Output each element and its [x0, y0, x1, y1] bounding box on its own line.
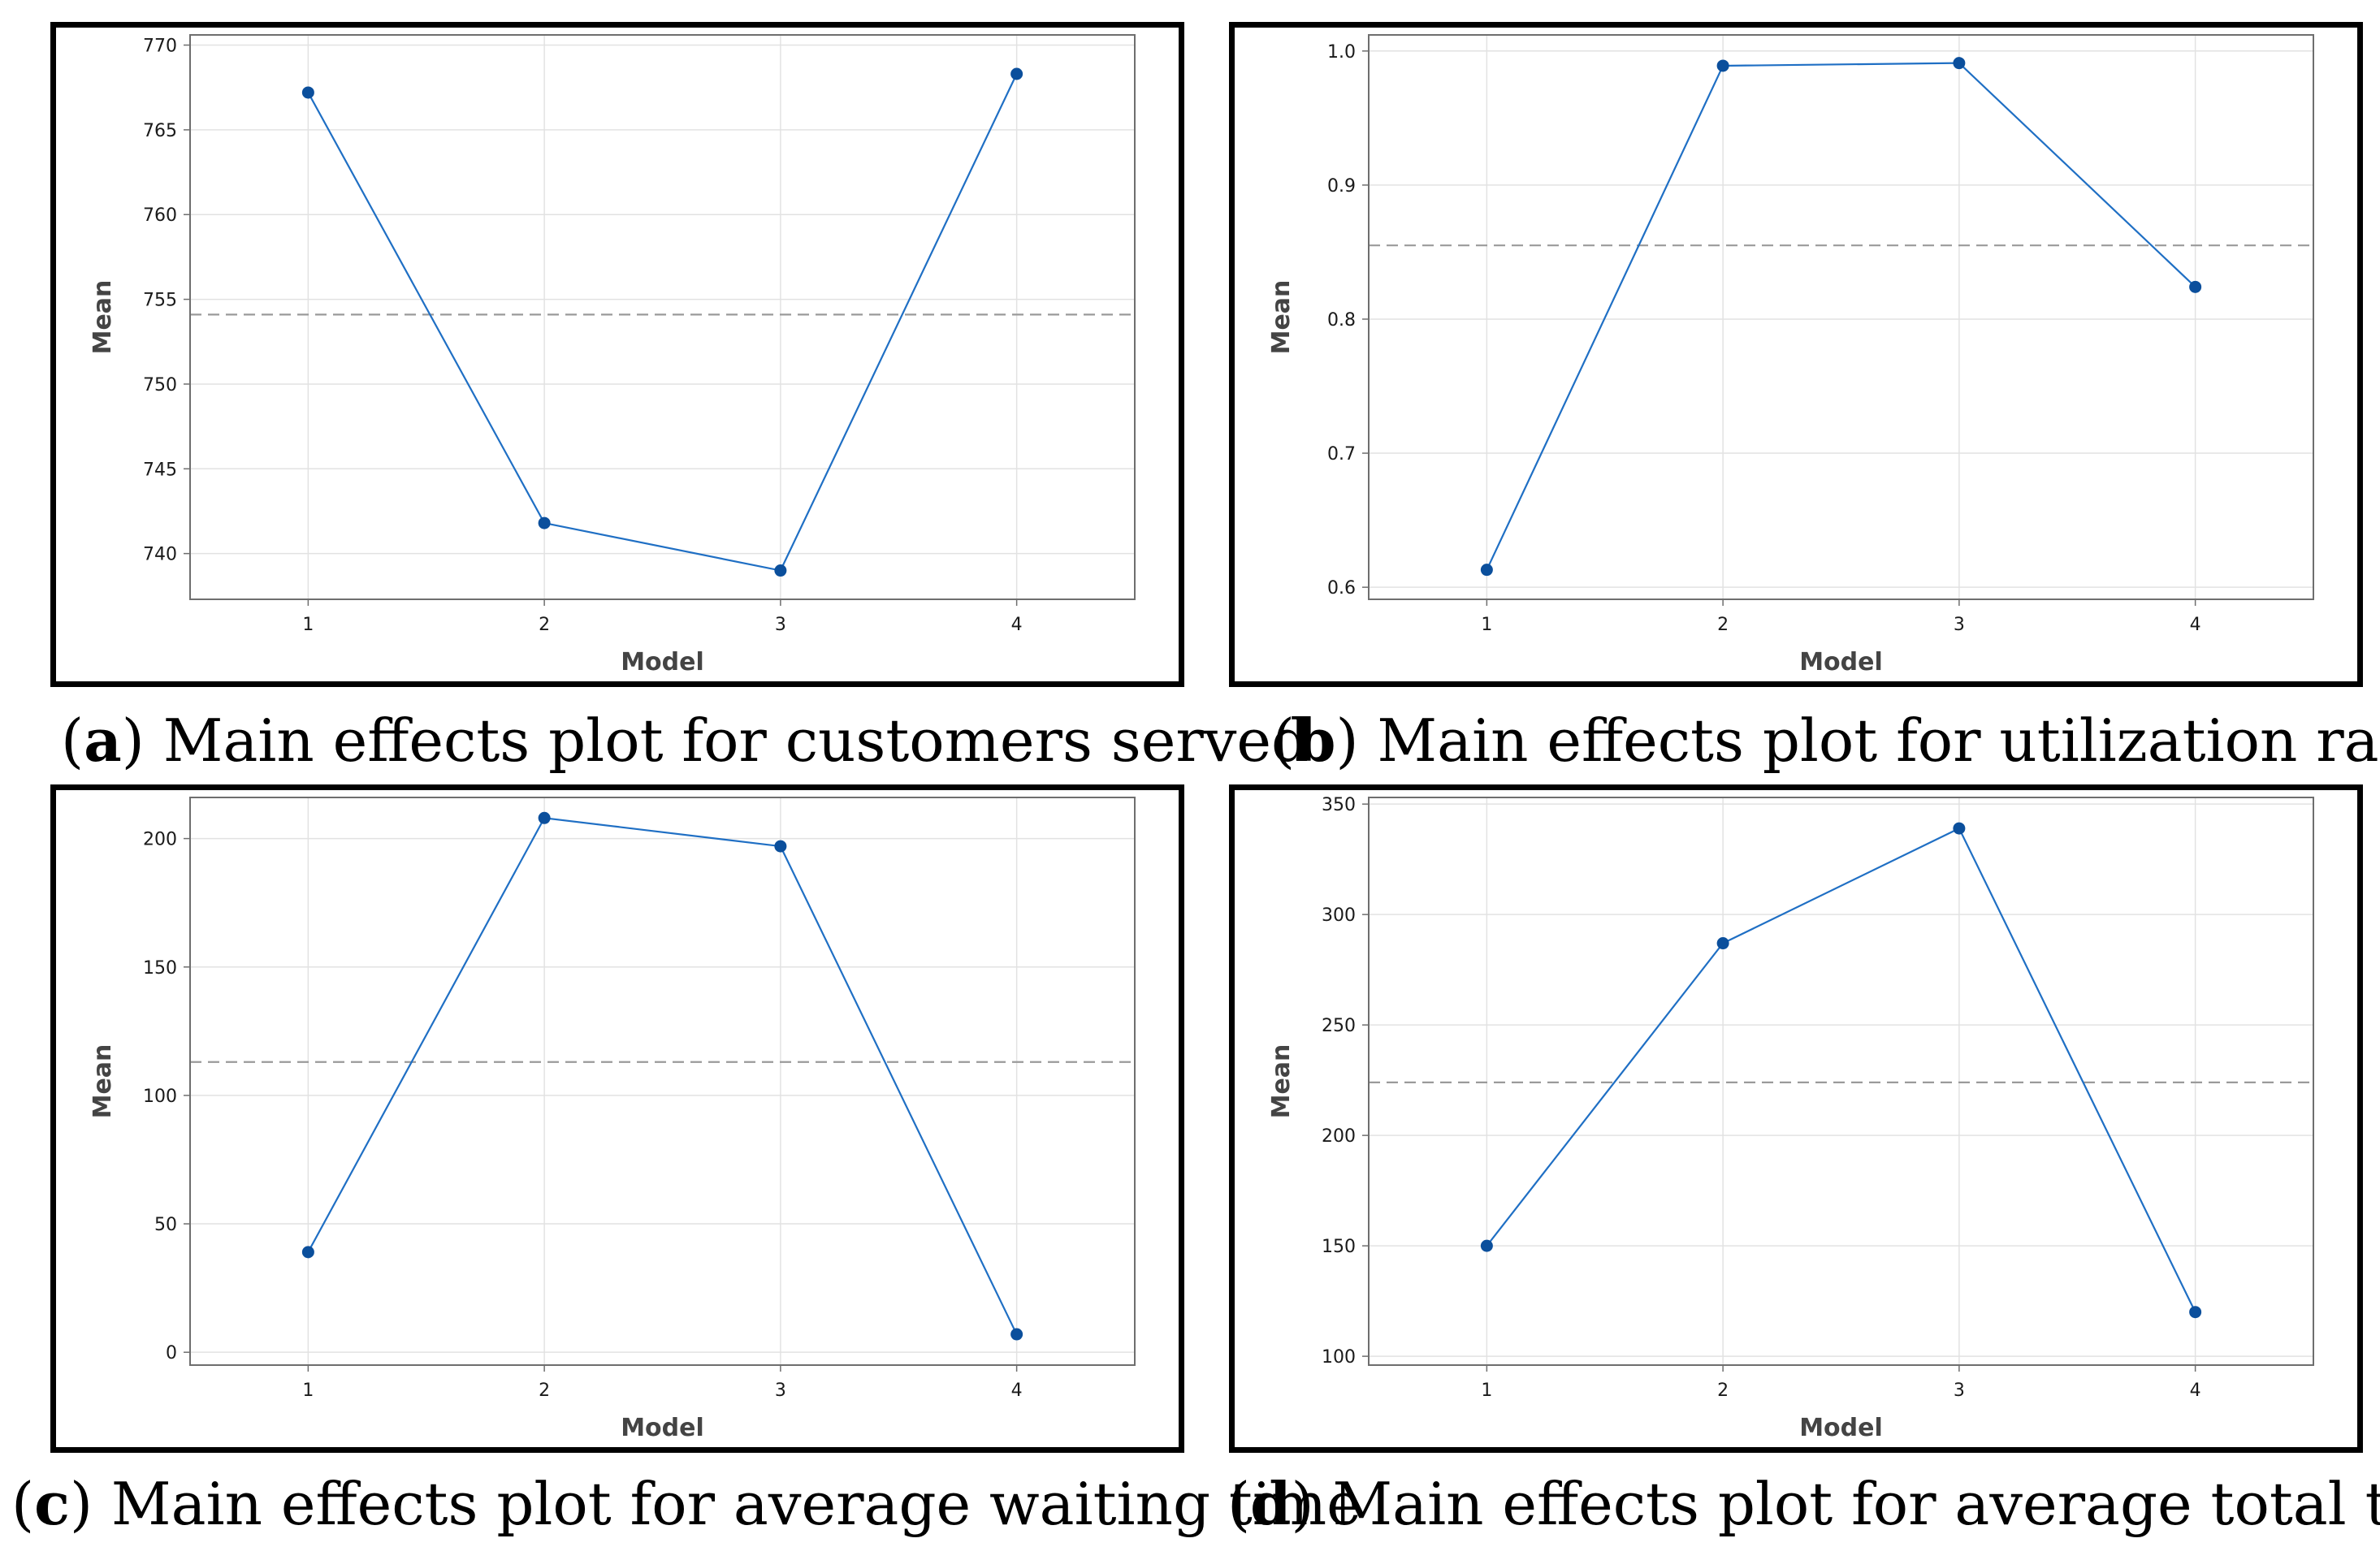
x-tick-label: 3: [1954, 615, 1965, 635]
y-tick-label: 755: [143, 291, 177, 311]
plot-area: [190, 797, 1135, 1365]
x-tick-label: 2: [539, 615, 550, 635]
plot-border: [1368, 34, 2314, 600]
x-tick-label: 2: [1717, 615, 1729, 635]
plot-area: [1369, 797, 2313, 1365]
panel-d-caption: (d) Main effects plot for average total …: [1227, 1475, 2380, 1534]
y-tick-label: 350: [1322, 795, 1356, 815]
data-point: [1010, 67, 1023, 80]
y-tick-label: 750: [143, 375, 177, 395]
x-tick-label: 3: [1954, 1381, 1965, 1401]
data-point: [2189, 1306, 2202, 1319]
data-point: [1480, 564, 1493, 577]
panel-d-caption-letter: d: [1250, 1469, 1292, 1538]
panel-a-caption-text: Main effects plot for customers served: [144, 707, 1309, 775]
panel-a-caption: (a) Main effects plot for customers serv…: [61, 706, 1309, 775]
plot-area: [190, 35, 1135, 599]
panel-b-caption: (b) Main effects plot for utilization ra…: [1272, 711, 2380, 771]
panel-a-chart: 740 745 750 755 760 765 770 1 2 3 4 Model Mean: [89, 34, 1136, 676]
series-line: [307, 817, 1018, 1335]
panel-a-caption-letter: a: [84, 706, 122, 775]
panel-d-caption-text: Main effects plot for average total time: [1313, 1470, 2380, 1538]
data-point: [1953, 57, 1966, 70]
y-tick-label: 200: [143, 830, 177, 850]
plot-border: [189, 797, 1136, 1366]
x-tick-label: 1: [302, 615, 314, 635]
series-line: [307, 73, 1018, 572]
y-tick-label: 50: [154, 1215, 177, 1235]
series-line: [1486, 62, 2196, 571]
y-axis-title: Mean: [1267, 280, 1296, 355]
x-tick-label: 1: [1481, 615, 1492, 635]
panel-d-chart: 100 150 200 250 300 350 1 2 3 4 Model Mean: [1267, 795, 2314, 1442]
x-tick-label: 4: [1011, 1381, 1023, 1401]
x-tick-label: 1: [1481, 1381, 1492, 1401]
panel-c-frame: 0 50 100 150 200 1 2 3 4 Model Mean: [50, 784, 1184, 1453]
panel-b-caption-letter: b: [1295, 706, 1336, 775]
series-line: [1486, 827, 2196, 1313]
y-tick-label: 150: [143, 958, 177, 979]
data-point: [1010, 1328, 1023, 1341]
y-tick-label: 0.8: [1327, 310, 1356, 331]
y-tick-label: 770: [143, 37, 177, 57]
data-point: [1716, 937, 1729, 950]
y-tick-label: 0: [166, 1343, 177, 1363]
x-axis-title: Model: [1799, 1414, 1883, 1442]
data-point: [774, 564, 787, 577]
y-tick-label: 150: [1322, 1237, 1356, 1257]
x-tick-label: 4: [2190, 1381, 2201, 1401]
y-tick-label: 100: [1322, 1347, 1356, 1368]
x-tick-label: 1: [302, 1381, 314, 1401]
data-point: [774, 840, 787, 853]
x-axis-title: Model: [621, 648, 704, 676]
y-tick-label: 0.9: [1327, 176, 1356, 197]
panel-d-frame: 100 150 200 250 300 350 1 2 3 4 Model Mean: [1229, 784, 2363, 1453]
data-point: [1953, 822, 1966, 835]
plot-border: [1368, 797, 2314, 1366]
panel-b-caption-text: Main effects plot for utilization rate: [1358, 707, 2380, 775]
y-tick-label: 100: [143, 1087, 177, 1107]
data-point: [1716, 59, 1729, 72]
data-point: [2189, 280, 2202, 293]
panel-c-chart: 0 50 100 150 200 1 2 3 4 Model Mean: [89, 797, 1136, 1442]
panel-b-frame: 0.6 0.7 0.8 0.9 1.0 1 2 3 4 Model Mean: [1229, 22, 2363, 687]
y-tick-label: 745: [143, 460, 177, 480]
panel-b-chart: 0.6 0.7 0.8 0.9 1.0 1 2 3 4 Model Mean: [1267, 34, 2314, 676]
data-point: [301, 1246, 314, 1259]
panel-c-caption-text: Main effects plot for average waiting ti…: [93, 1470, 1361, 1538]
x-tick-label: 2: [539, 1381, 550, 1401]
panel-c-caption: (c) Main effects plot for average waitin…: [11, 1469, 1361, 1538]
y-tick-label: 250: [1322, 1016, 1356, 1036]
y-tick-label: 0.7: [1327, 444, 1356, 465]
data-point: [538, 516, 551, 529]
x-axis-title: Model: [621, 1414, 704, 1442]
y-tick-label: 760: [143, 205, 177, 226]
y-axis-title: Mean: [89, 280, 117, 355]
panel-c-caption-letter: c: [34, 1469, 70, 1538]
y-tick-label: 200: [1322, 1126, 1356, 1147]
y-axis-title: Mean: [1267, 1044, 1296, 1119]
panel-a-frame: 740 745 750 755 760 765 770 1 2 3 4 Model Mean: [50, 22, 1184, 687]
x-tick-label: 4: [1011, 615, 1023, 635]
y-tick-label: 765: [143, 121, 177, 141]
y-tick-label: 300: [1322, 905, 1356, 926]
x-tick-label: 3: [775, 1381, 786, 1401]
data-point: [301, 86, 314, 99]
x-axis-title: Model: [1799, 648, 1883, 676]
plot-border: [189, 34, 1136, 600]
data-point: [538, 811, 551, 824]
x-tick-label: 3: [775, 615, 786, 635]
y-tick-label: 740: [143, 545, 177, 565]
y-tick-label: 0.6: [1327, 578, 1356, 599]
data-point: [1480, 1239, 1493, 1252]
x-tick-label: 2: [1717, 1381, 1729, 1401]
plot-area: [1369, 35, 2313, 599]
y-axis-title: Mean: [89, 1044, 117, 1119]
x-tick-label: 4: [2190, 615, 2201, 635]
y-tick-label: 1.0: [1327, 42, 1356, 63]
